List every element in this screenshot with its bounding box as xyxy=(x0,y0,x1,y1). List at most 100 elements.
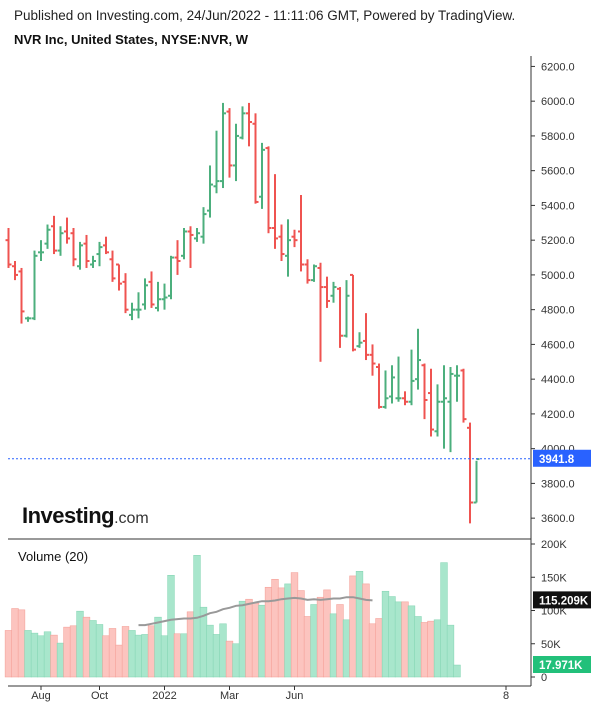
price-tick-label: 4200.0 xyxy=(541,409,575,421)
volume-bar xyxy=(303,616,312,678)
ohlc-bar xyxy=(337,287,343,348)
ohlc-bar xyxy=(51,215,57,255)
published-note: Published on Investing.com, 24/Jun/2022 … xyxy=(14,8,516,23)
time-tick-label: 2022 xyxy=(152,690,176,702)
ohlc-bar xyxy=(31,250,38,321)
volume-tick-label: 0 xyxy=(541,672,547,684)
volume-bar xyxy=(225,640,234,678)
volume-bar xyxy=(394,601,403,678)
ohlc-bar xyxy=(187,226,194,268)
volume-bar xyxy=(446,624,455,678)
last-volume-badge-label: 17.971K xyxy=(539,660,583,672)
volume-bar xyxy=(30,632,39,678)
price-tick-label: 4800.0 xyxy=(541,305,575,317)
volume-bar xyxy=(258,604,266,678)
volume-bar xyxy=(271,578,279,678)
volume-bar xyxy=(82,616,91,678)
volume-ma-badge-label: 115.209K xyxy=(539,595,589,607)
price-tick-label: 5200.0 xyxy=(541,235,575,247)
volume-bar xyxy=(63,626,71,678)
volume-bar xyxy=(238,600,247,678)
volume-bar xyxy=(95,624,104,678)
time-tick-label: 8 xyxy=(503,690,509,702)
volume-bar xyxy=(232,643,240,678)
ohlc-bar xyxy=(363,313,369,361)
volume-bar xyxy=(115,644,123,678)
volume-bar xyxy=(121,626,130,678)
ohlc-bar xyxy=(135,292,142,319)
volume-bar xyxy=(362,583,370,678)
volume-bar xyxy=(219,623,227,678)
ohlc-bar xyxy=(103,236,109,255)
price-tick-label: 5800.0 xyxy=(541,131,575,143)
last-price-badge-label: 3941.8 xyxy=(539,454,575,466)
ohlc-bar xyxy=(460,368,467,423)
time-tick-label: Oct xyxy=(91,690,108,702)
ohlc-bar xyxy=(116,263,122,291)
ohlc-bar xyxy=(434,384,441,437)
price-tick-label: 5400.0 xyxy=(541,200,575,212)
volume-bar xyxy=(368,623,377,678)
ohlc-bar xyxy=(415,328,421,390)
last-volume-badge-bg xyxy=(533,656,591,673)
price-tick-label: 5000.0 xyxy=(541,270,575,282)
volume-bar xyxy=(316,596,325,678)
ohlc-bar xyxy=(90,255,96,268)
volume-bar xyxy=(401,601,409,678)
ohlc-bar xyxy=(148,271,155,308)
price-tick-label: 5600.0 xyxy=(541,166,575,178)
ohlc-bar xyxy=(317,262,324,362)
volume-bar xyxy=(69,625,78,678)
ohlc-bar xyxy=(311,264,317,282)
logo-suffix: .com xyxy=(114,510,149,527)
ohlc-bar xyxy=(285,219,291,277)
volume-bar xyxy=(427,620,435,678)
ohlc-bar xyxy=(428,368,434,437)
volume-bar xyxy=(420,622,429,678)
volume-bar xyxy=(89,620,97,678)
investing-logo: Investing.com xyxy=(22,503,149,529)
ohlc-bar xyxy=(467,422,473,524)
volume-bar xyxy=(323,589,331,678)
volume-bar xyxy=(277,587,286,678)
ohlc-bar xyxy=(142,278,148,310)
volume-bar xyxy=(375,618,383,678)
ohlc-bar xyxy=(246,102,252,147)
time-tick-label: Mar xyxy=(220,690,239,702)
volume-bar xyxy=(310,604,318,678)
ohlc-bar xyxy=(408,349,415,406)
ohlc-bar xyxy=(454,365,460,402)
ohlc-bar xyxy=(38,240,44,262)
volume-pane-title: Volume (20) xyxy=(18,549,89,564)
volume-bar xyxy=(134,634,143,678)
price-tick-label: 6200.0 xyxy=(541,61,575,73)
volume-tick-label: 100K xyxy=(541,606,567,618)
time-tick-label: Jun xyxy=(286,690,304,702)
ohlc-bar xyxy=(70,228,77,267)
ohlc-bar xyxy=(207,165,213,218)
volume-bar xyxy=(199,606,208,678)
price-tick-label: 4400.0 xyxy=(541,374,575,386)
ohlc-bar xyxy=(194,228,200,242)
ohlc-bar xyxy=(298,194,304,272)
volume-tick-label: 50K xyxy=(541,639,561,651)
logo-text: Investing xyxy=(22,503,115,528)
volume-bar xyxy=(43,631,52,678)
volume-bar xyxy=(141,634,149,678)
ohlc-bar xyxy=(44,224,51,249)
ohlc-bar xyxy=(252,113,259,204)
ohlc-bar xyxy=(447,366,454,453)
volume-ma-badge: 115.209K xyxy=(533,591,591,609)
ohlc-bar xyxy=(278,224,285,262)
volume-bar xyxy=(349,575,357,678)
volume-tick-label: 200K xyxy=(541,539,567,551)
volume-bar xyxy=(245,598,253,678)
ohlc-bar xyxy=(233,123,239,182)
ohlc-bar xyxy=(441,365,447,449)
ohlc-bar xyxy=(5,228,12,268)
ohlc-bar xyxy=(18,267,25,324)
price-tick-label: 6000.0 xyxy=(541,96,575,108)
ohlc-bar xyxy=(181,228,187,260)
ohlc-bar xyxy=(343,280,350,338)
ohlc-bar xyxy=(213,130,220,194)
